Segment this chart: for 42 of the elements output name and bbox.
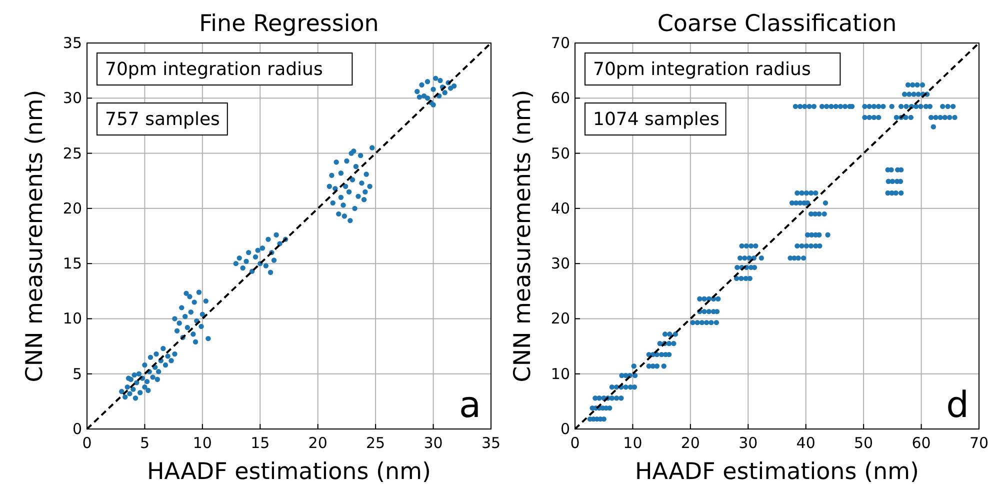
x-tick-label: 25 [366,434,386,452]
y-tick-label: 30 [550,254,570,273]
y-tick-label: 50 [550,144,570,162]
x-tick-label: 70 [969,434,989,452]
annotation: 70pm integration radius [593,59,811,80]
annotation: 757 samples [105,109,220,130]
y-tick-label: 20 [62,199,82,218]
y-tick-label: 10 [550,364,570,383]
y-tick-label: 30 [62,89,82,108]
x-axis-title: HAADF estimations (nm) [635,459,919,485]
annotation: d [946,385,969,426]
x-tick-label: 30 [424,434,443,452]
y-tick-label: 60 [550,89,570,108]
y-axis-title: CNN measurements (nm) [22,90,48,382]
x-tick-label: 35 [481,434,501,452]
annotation: 1074 samples [593,109,720,130]
annotation: a [458,385,481,426]
x-axis-title: HAADF estimations (nm) [147,459,431,485]
annotation: 70pm integration radius [105,59,323,80]
x-tick-label: 20 [308,434,328,452]
y-tick-label: 0 [560,420,570,438]
x-tick-label: 10 [623,434,642,452]
x-tick-label: 30 [738,434,758,452]
x-tick-label: 50 [854,434,874,452]
x-tick-label: 15 [250,434,270,452]
y-tick-label: 10 [62,310,82,328]
y-tick-label: 35 [62,34,82,52]
x-tick-label: 40 [796,434,816,452]
x-tick-label: 10 [192,434,212,452]
y-tick-label: 5 [72,364,82,383]
y-tick-label: 20 [550,310,570,328]
y-tick-label: 70 [550,34,570,52]
chart-title: Coarse Classification [657,11,897,37]
x-tick-label: 20 [680,434,700,452]
x-tick-label: 5 [140,434,150,452]
y-tick-label: 25 [62,144,82,162]
y-tick-label: 0 [72,420,82,438]
chart-title: Fine Regression [199,11,379,37]
x-tick-label: 60 [912,434,931,452]
y-axis-title: CNN measurements (nm) [510,90,536,382]
y-tick-label: 40 [550,199,570,218]
y-tick-label: 15 [62,254,82,273]
